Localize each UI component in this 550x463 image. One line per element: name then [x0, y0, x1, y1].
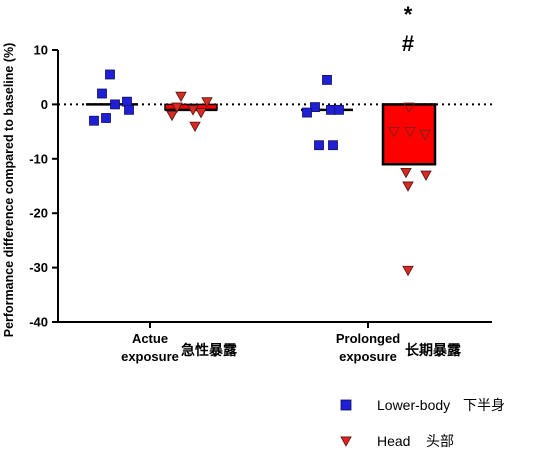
y-tick-label: -30 — [29, 260, 48, 275]
category-label-line1: Actue — [132, 331, 168, 346]
y-tick-label: -20 — [29, 206, 48, 221]
category-label-line2: exposure — [339, 349, 397, 364]
legend-label: Lower-body — [377, 397, 450, 413]
point-head — [201, 97, 213, 108]
point-head — [419, 129, 431, 141]
point-head — [195, 108, 207, 119]
point-head — [404, 127, 416, 138]
legend-label: Head — [377, 433, 410, 449]
point-lower-body — [110, 99, 120, 110]
point-head — [402, 265, 414, 277]
legend-marker-lower-body — [340, 399, 352, 411]
legend: Lower-body 下半身 Head 头部 — [340, 397, 505, 449]
y-axis: 10 0 -10 -20 -30 -40 — [29, 43, 492, 330]
category-label-cn: 急性暴露 — [181, 342, 238, 358]
point-lower-body — [314, 140, 324, 151]
legend-label-cn: 下半身 — [463, 397, 505, 413]
point-lower-body — [97, 88, 107, 99]
significance-asterisk: * — [404, 2, 413, 27]
category-label-line2: exposure — [121, 349, 179, 364]
point-head — [171, 102, 183, 114]
y-axis-label: Performance difference compared to basel… — [2, 43, 16, 338]
annotations: *# — [402, 2, 414, 56]
point-lower-body — [105, 69, 115, 80]
y-tick-label: 0 — [41, 97, 48, 112]
category-label-cn: 长期暴露 — [405, 342, 462, 358]
point-head — [402, 181, 414, 192]
point-head — [187, 105, 199, 116]
point-lower-body — [122, 96, 132, 107]
point-lower-body — [334, 104, 344, 115]
point-head — [166, 110, 178, 122]
point-head — [175, 91, 187, 103]
significance-hash: # — [402, 31, 414, 56]
point-lower-body — [302, 107, 312, 118]
category-label-line1: Prolonged — [336, 331, 400, 346]
point-head — [189, 121, 201, 133]
point-lower-body — [89, 115, 99, 126]
point-lower-body — [310, 102, 320, 113]
point-head — [388, 127, 400, 138]
y-tick-label: -40 — [29, 315, 48, 330]
y-tick-label: -10 — [29, 151, 48, 166]
legend-label-cn: 头部 — [426, 433, 454, 449]
bars — [86, 103, 437, 166]
point-lower-body — [124, 104, 134, 115]
point-lower-body — [328, 140, 338, 151]
point-head — [420, 170, 432, 182]
data-points — [89, 69, 432, 277]
y-tick-label: 10 — [34, 43, 48, 58]
point-lower-body — [101, 113, 111, 123]
point-head — [403, 102, 415, 114]
point-head — [400, 167, 412, 179]
legend-marker-head — [340, 436, 352, 447]
point-lower-body — [322, 75, 332, 85]
